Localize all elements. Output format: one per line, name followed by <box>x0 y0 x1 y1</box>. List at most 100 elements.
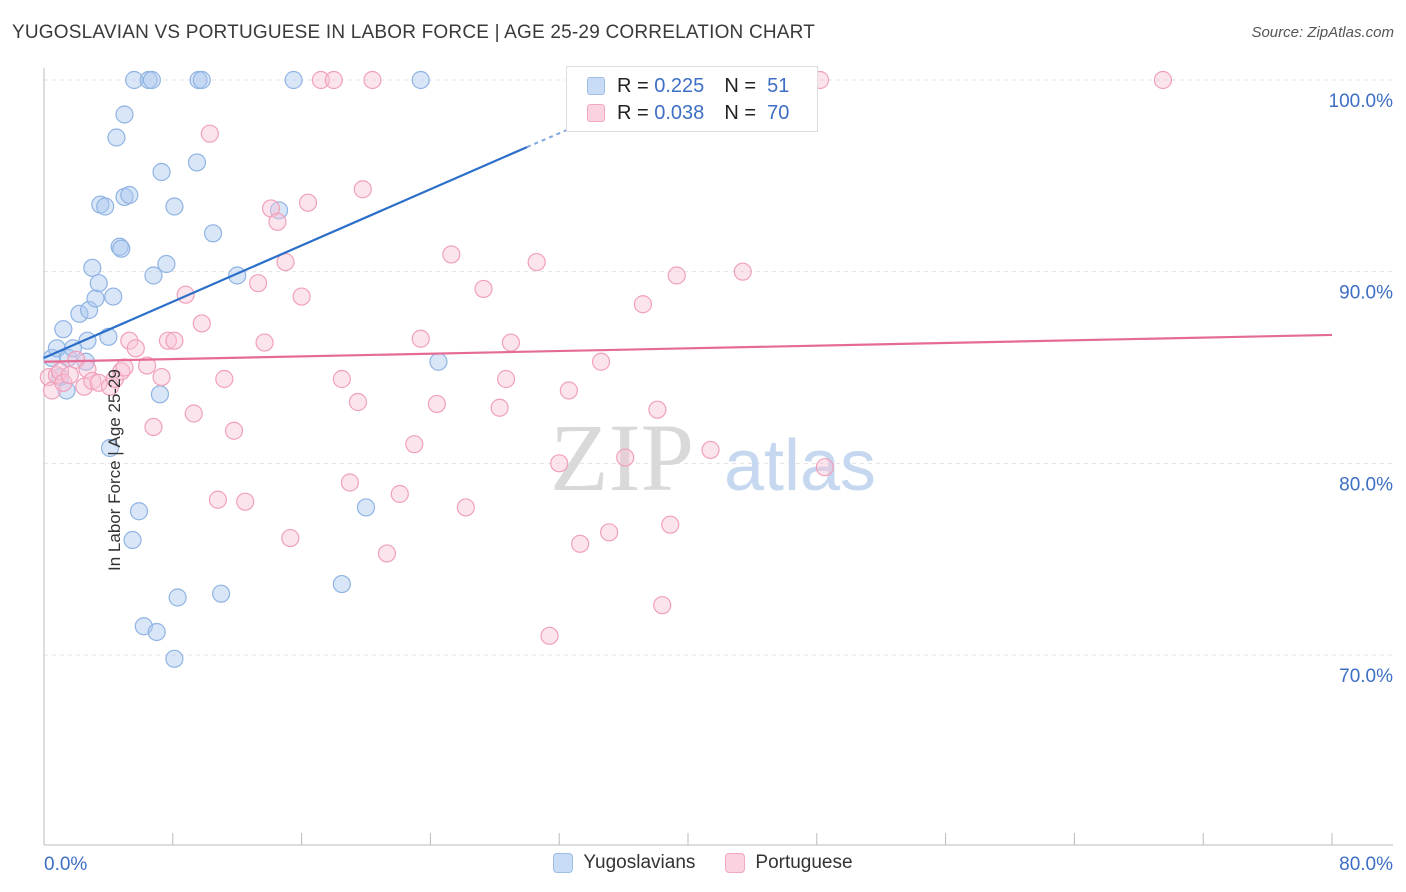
bottom-legend-yugoslavians[interactable]: Yugoslavians <box>553 852 695 874</box>
portuguese-point <box>377 544 397 563</box>
yugoslavian-point <box>83 258 102 277</box>
watermark-atlas: atlas <box>724 426 876 506</box>
portuguese-point <box>126 339 145 358</box>
portuguese-point <box>60 366 79 385</box>
portuguese-point <box>192 314 211 333</box>
portuguese-point <box>667 266 686 285</box>
yugoslavian-point <box>125 70 144 90</box>
portuguese-point <box>332 369 351 389</box>
x-tick-label: 0.0% <box>44 854 87 875</box>
portuguese-point <box>405 435 424 454</box>
yugoslavian-point <box>157 254 176 274</box>
tick-labels: 70.0% 80.0% 90.0% 100.0% 0.0% 80.0% <box>44 91 1393 875</box>
portuguese-point <box>268 212 287 231</box>
yugoslavian-trendline <box>43 146 528 359</box>
portuguese-point <box>292 287 311 306</box>
portuguese-point <box>616 448 635 467</box>
portuguese-point <box>224 421 244 440</box>
legend-r-label: R = <box>617 101 649 124</box>
bottom-legend-swatch-pink <box>725 853 746 873</box>
yugoslavian-point <box>356 498 376 517</box>
portuguese-point <box>158 331 178 350</box>
yugoslavian-point <box>150 385 170 404</box>
portuguese-point <box>281 528 300 548</box>
yugoslavian-point <box>284 70 303 90</box>
portuguese-point <box>324 70 343 90</box>
y-tick-label: 90.0% <box>1339 283 1393 304</box>
yugoslavian-point <box>192 70 211 90</box>
gridlines <box>44 79 1393 656</box>
yugoslavian-point <box>107 128 126 147</box>
legend-n-label: N = <box>724 74 756 97</box>
portuguese-point <box>144 417 163 437</box>
portuguese-point <box>348 392 368 412</box>
yugoslavian-point <box>212 584 231 603</box>
yugoslavian-point <box>100 438 120 458</box>
yugoslavian-point <box>165 649 184 668</box>
yugoslavian-point <box>152 162 171 182</box>
source-label: Source: ZipAtlas.com <box>1251 24 1394 41</box>
portuguese-point <box>363 70 382 90</box>
portuguese-point <box>298 193 318 212</box>
yugoslavian-point <box>332 574 351 594</box>
y-axis-label-wrap: In Labor Force | Age 25-29 <box>105 369 125 571</box>
portuguese-point <box>215 369 234 389</box>
portuguese-point <box>633 295 653 314</box>
portuguese-point <box>661 515 680 534</box>
portuguese-point <box>50 362 70 381</box>
axes <box>43 68 1393 846</box>
portuguese-point <box>733 262 752 281</box>
yugoslavian-point <box>142 70 161 90</box>
yugoslavian-point <box>89 274 108 293</box>
portuguese-point <box>255 333 274 352</box>
yugoslavian-point <box>168 588 187 607</box>
legend-r-value: 0.225 <box>654 74 705 97</box>
legend-n-value: 51 <box>767 74 790 97</box>
legend-n-value: 70 <box>767 101 790 124</box>
portuguese-point <box>571 534 590 553</box>
bottom-legend-label: Portuguese <box>755 852 853 873</box>
portuguese-point <box>184 404 203 423</box>
watermark: ZIP atlas <box>550 404 876 511</box>
watermark-zip: ZIP <box>550 404 694 511</box>
legend-swatch-pink <box>587 104 605 122</box>
legend-row-yugoslavians: R = 0.225 N = 51 <box>587 73 789 99</box>
portuguese-point <box>648 400 667 419</box>
portuguese-point <box>208 490 227 509</box>
legend-row-portuguese: R = 0.038 N = 70 <box>587 100 789 126</box>
portuguese-point <box>411 329 430 348</box>
portuguese-point <box>427 394 446 414</box>
portuguese-point <box>559 381 578 400</box>
portuguese-point <box>83 371 102 391</box>
legend-swatch-blue <box>587 77 605 95</box>
portuguese-point <box>200 124 219 143</box>
y-tick-label: 80.0% <box>1339 474 1393 495</box>
portuguese-point <box>340 473 359 492</box>
bottom-legend-portuguese[interactable]: Portuguese <box>725 852 853 874</box>
yugoslavian-point <box>203 224 223 243</box>
yugoslavian-point <box>144 266 163 285</box>
bottom-legend-label: Yugoslavians <box>583 852 696 873</box>
data-points <box>39 70 1173 668</box>
portuguese-point <box>390 484 409 504</box>
portuguese-point <box>249 274 268 293</box>
yugoslavian-point <box>187 153 207 172</box>
y-tick-label: 100.0% <box>1329 91 1394 112</box>
y-axis-label: In Labor Force | Age 25-29 <box>104 369 124 571</box>
yugoslavian-point <box>104 287 123 306</box>
trendlines <box>43 111 1333 363</box>
yugoslavian-point <box>411 70 430 90</box>
yugoslavian-point <box>86 289 105 308</box>
portuguese-point <box>442 245 461 264</box>
portuguese-point <box>501 333 520 352</box>
portuguese-point <box>540 626 559 645</box>
yugoslavian-point <box>54 320 73 339</box>
portuguese-point <box>490 398 509 417</box>
portuguese-point <box>165 331 184 350</box>
portuguese-point <box>496 369 516 389</box>
legend-r-label: R = <box>617 74 649 97</box>
portuguese-point <box>653 596 672 615</box>
x-tick-label: 80.0% <box>1339 854 1393 875</box>
yugoslavian-point <box>123 530 142 550</box>
portuguese-point <box>353 180 372 199</box>
